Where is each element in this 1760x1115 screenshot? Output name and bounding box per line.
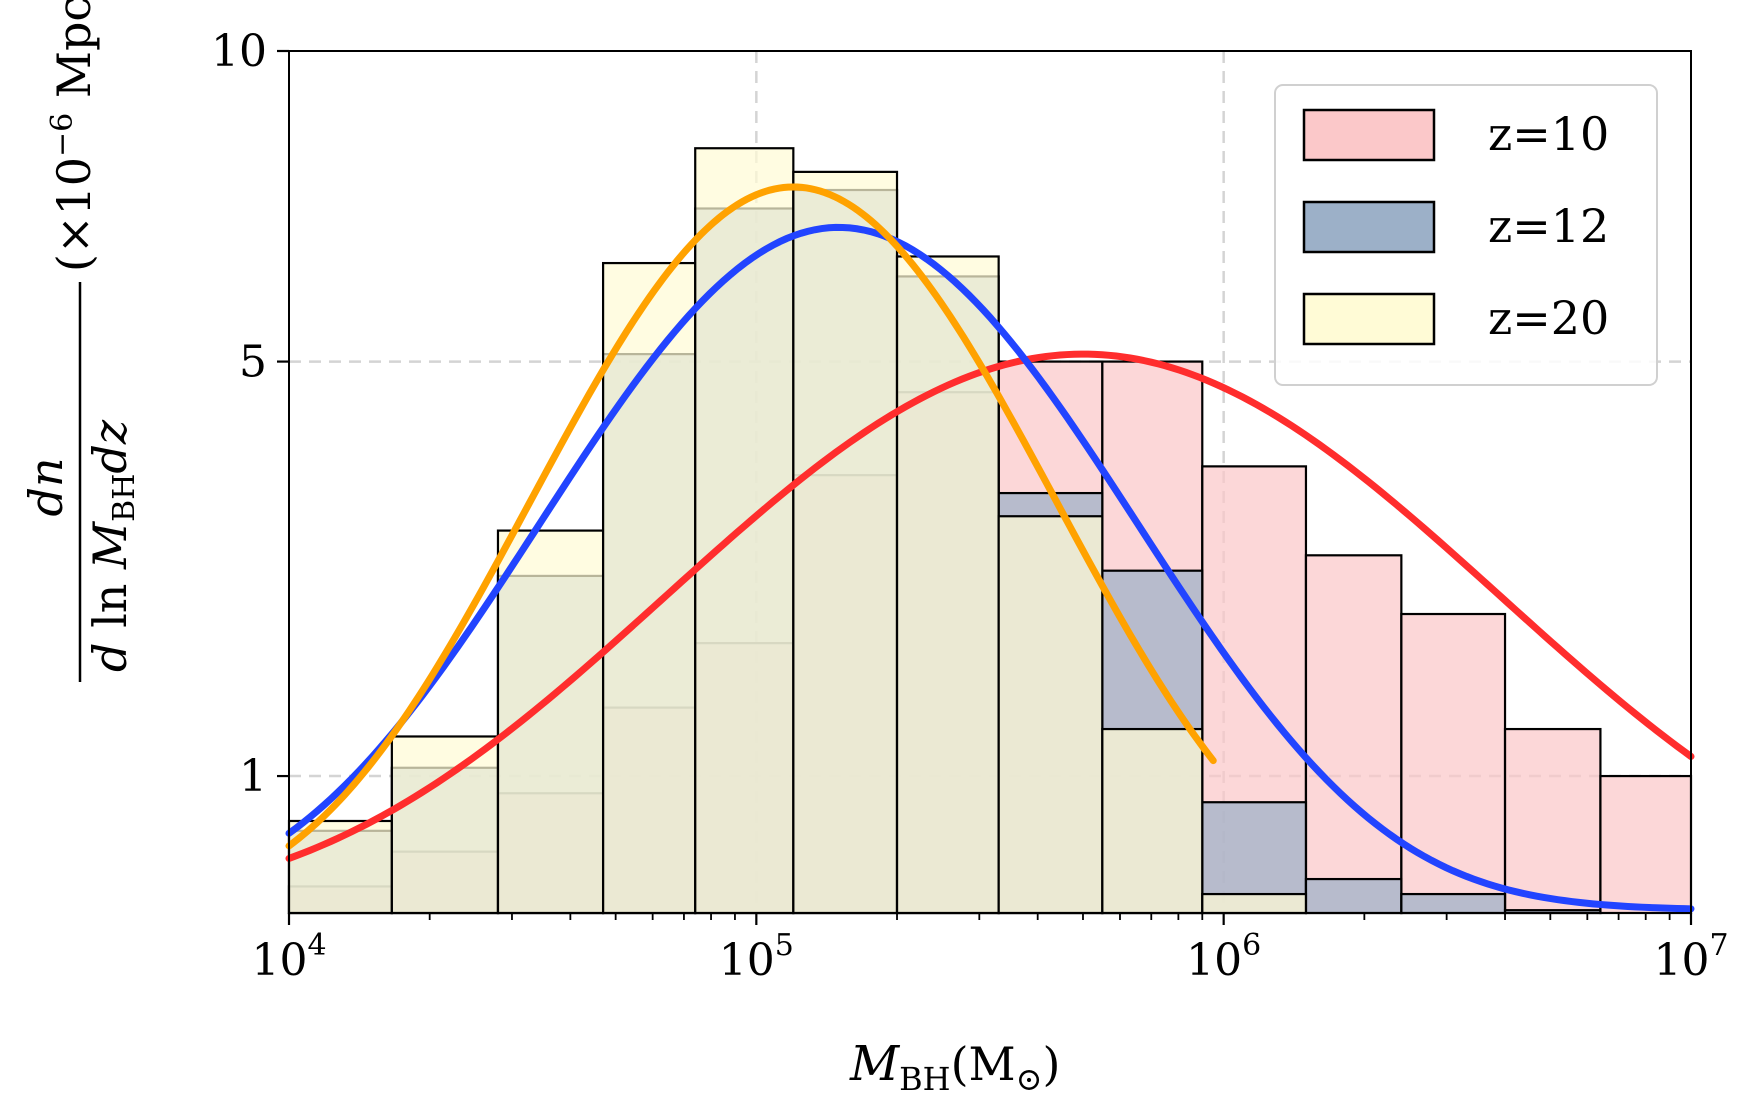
- bar-z20: [1201, 892, 1308, 915]
- x-axis-label: MBH(M⊙): [849, 1036, 1060, 1098]
- bar-z20: [997, 515, 1104, 915]
- bar-z20: [1101, 727, 1204, 915]
- legend-swatch-z10: [1302, 108, 1436, 162]
- bar-z10: [1599, 774, 1693, 915]
- x-tick-label: 107: [1653, 928, 1728, 986]
- y-axis-label: dn d ln MBHdz (×10−6 Mpc−3): [19, 0, 142, 682]
- y-tick-label: 5: [239, 337, 267, 388]
- bar-z20: [792, 170, 899, 915]
- y-tick-label: 1: [239, 751, 267, 802]
- plot-frame: [288, 50, 1692, 914]
- x-tick-label: 104: [251, 928, 326, 986]
- legend-swatch-z20: [1302, 292, 1436, 346]
- legend-label-z10: z=10: [1488, 107, 1609, 161]
- histogram-bars: [287, 147, 1693, 915]
- bar-z10: [1400, 612, 1507, 915]
- bar-z12: [1304, 877, 1403, 915]
- curve-z12: [285, 223, 1695, 913]
- curve-z20: [285, 183, 1217, 850]
- bar-z10: [1503, 727, 1602, 915]
- svg-text:dn: dn: [19, 457, 73, 516]
- svg-text:MBH(M⊙): MBH(M⊙): [849, 1036, 1060, 1098]
- bar-z20: [895, 255, 1000, 915]
- bar-z20: [496, 529, 605, 915]
- bar-z10: [1304, 554, 1403, 915]
- fit-curves: [285, 183, 1695, 913]
- legend-label-z20: z=20: [1488, 291, 1609, 345]
- svg-text:d ln MBHdz: d ln MBHdz: [83, 419, 142, 672]
- curve-z10: [285, 350, 1695, 862]
- axis-ticks: 104 105 106 107 1 5 10: [211, 26, 1729, 986]
- legend-label-z12: z=12: [1488, 199, 1609, 253]
- y-tick-label: 10: [211, 26, 267, 77]
- bar-z20: [390, 735, 500, 915]
- bar-z12: [1400, 892, 1507, 915]
- x-tick-label: 105: [719, 928, 794, 986]
- legend-swatch-z12: [1302, 200, 1436, 254]
- bar-z20: [601, 261, 697, 915]
- x-tick-label: 106: [1186, 928, 1261, 986]
- legend: z=10 z=12 z=20: [1274, 84, 1658, 386]
